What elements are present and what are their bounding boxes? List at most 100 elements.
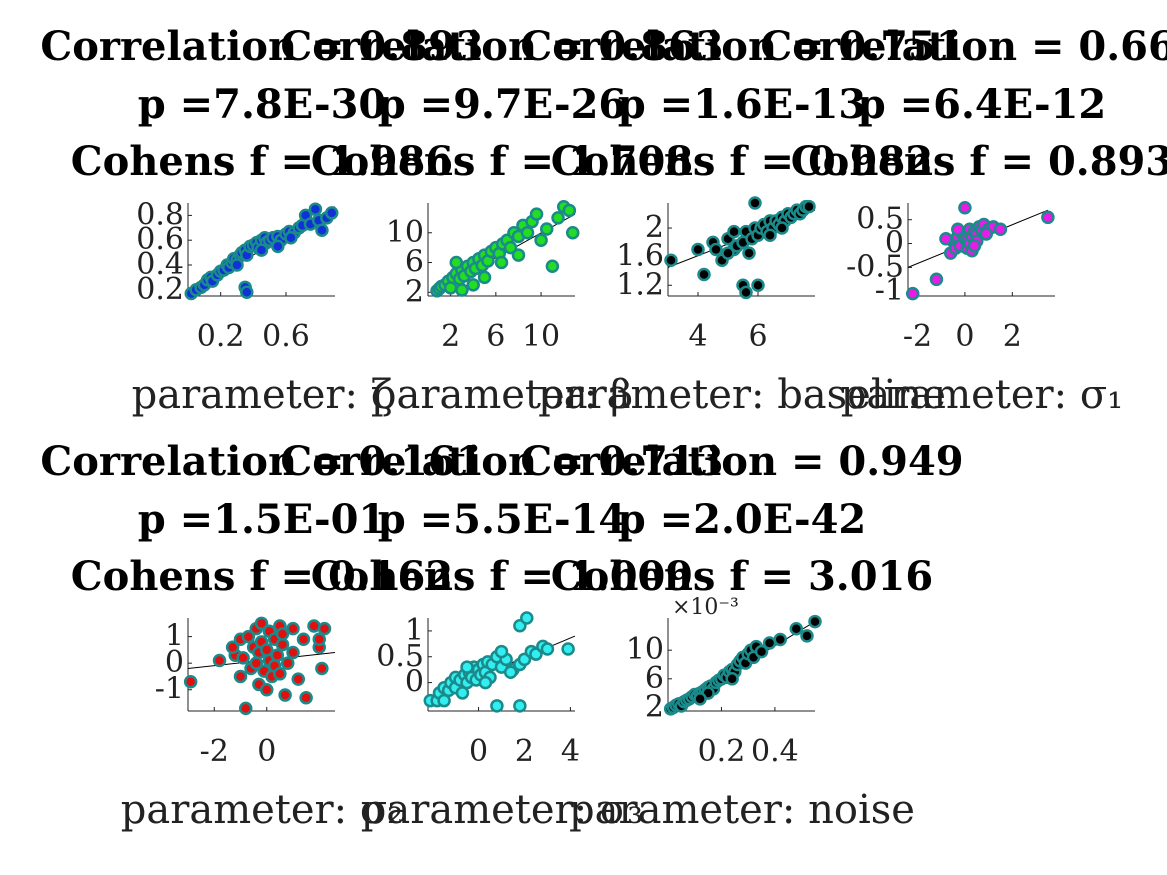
subplot-title-line: Correlation = 0.660 bbox=[760, 23, 1167, 70]
data-point bbox=[307, 619, 321, 633]
data-point bbox=[691, 242, 705, 257]
data-point bbox=[449, 255, 464, 270]
x-tick-label: 2 bbox=[515, 734, 534, 769]
subplot-3: 4 6 1.21.62 Correlation = 0.751 p =1.6E-13 Co… bbox=[520, 23, 963, 418]
data-point bbox=[929, 272, 944, 287]
y-tick-label: 6 bbox=[405, 245, 424, 280]
data-point bbox=[315, 661, 329, 676]
y-tick-label: 10 bbox=[626, 632, 664, 667]
data-point bbox=[545, 259, 560, 273]
y-tick-label: 10 bbox=[386, 215, 424, 250]
data-point bbox=[562, 203, 577, 218]
data-point bbox=[808, 614, 822, 629]
data-point bbox=[951, 222, 965, 236]
data-point bbox=[802, 199, 816, 214]
y-tick-label: 0 bbox=[885, 226, 904, 261]
y-tick-label: 1.2 bbox=[616, 267, 664, 302]
data-point bbox=[225, 640, 240, 654]
data-point bbox=[230, 258, 244, 272]
data-point bbox=[520, 226, 535, 240]
data-point bbox=[748, 196, 762, 210]
y-tick-label: 0.5 bbox=[376, 639, 424, 674]
subplot-title-line: p =9.7E-26 bbox=[378, 81, 627, 128]
data-point bbox=[721, 246, 735, 260]
x-tick-label: 0.2 bbox=[197, 319, 245, 354]
data-point bbox=[312, 632, 326, 647]
x-tick-label: 0.6 bbox=[262, 319, 310, 354]
y-tick-label: 6 bbox=[645, 661, 664, 696]
data-point bbox=[494, 644, 509, 659]
data-point bbox=[993, 222, 1008, 236]
data-point bbox=[183, 675, 198, 689]
data-point bbox=[286, 645, 300, 660]
data-point bbox=[466, 278, 480, 292]
data-point bbox=[762, 636, 777, 650]
data-point bbox=[275, 637, 290, 652]
data-point bbox=[697, 267, 711, 282]
data-point bbox=[239, 701, 253, 716]
y-tick-label: 2 bbox=[645, 210, 664, 245]
x-tick-label: 6 bbox=[748, 319, 767, 354]
y-tick-label: -1 bbox=[875, 273, 904, 308]
data-point bbox=[254, 616, 269, 631]
data-point bbox=[494, 255, 509, 270]
data-point bbox=[693, 692, 707, 706]
data-point bbox=[308, 202, 323, 216]
data-point bbox=[278, 688, 292, 702]
data-point bbox=[800, 629, 814, 643]
data-point bbox=[751, 278, 765, 293]
y-tick-label: -0.5 bbox=[846, 249, 904, 284]
subplot-title-line: Cohens f = 3.016 bbox=[551, 553, 933, 600]
data-point bbox=[540, 642, 555, 656]
y-tick-label: -1 bbox=[155, 672, 184, 707]
data-point bbox=[727, 224, 741, 239]
data-point bbox=[773, 632, 788, 647]
data-point bbox=[478, 675, 493, 690]
data-point bbox=[254, 243, 269, 257]
data-point bbox=[709, 242, 723, 257]
data-point bbox=[291, 672, 305, 686]
data-point bbox=[905, 286, 920, 301]
x-tick-label: 0 bbox=[257, 734, 276, 769]
x-axis-label: parameter: σ₁ bbox=[841, 372, 1123, 418]
data-point bbox=[503, 665, 518, 679]
y-tick-label: 1 bbox=[165, 619, 184, 654]
x-axis-label: parameter: σ₃ bbox=[361, 787, 643, 833]
y-tick-label: 2 bbox=[645, 689, 664, 724]
y-tick-label: 2 bbox=[405, 274, 424, 309]
data-point bbox=[742, 246, 756, 260]
x-tick-label: 0.2 bbox=[698, 734, 746, 769]
data-point bbox=[286, 621, 300, 636]
subplot-title-line: Cohens f = 1.708 bbox=[311, 138, 693, 185]
y-tick-label: 0.4 bbox=[136, 247, 184, 282]
data-point bbox=[1041, 210, 1055, 225]
data-point bbox=[511, 248, 526, 262]
data-point bbox=[529, 207, 544, 221]
x-tick-label: 10 bbox=[522, 319, 560, 354]
data-point bbox=[551, 211, 565, 225]
data-point bbox=[236, 651, 250, 665]
x-axis-label: parameter: β bbox=[371, 372, 633, 418]
data-point bbox=[565, 226, 580, 240]
subplot-title-line: Correlation = 0.751 bbox=[520, 23, 963, 70]
data-point bbox=[233, 669, 248, 684]
x-tick-label: 4 bbox=[688, 319, 707, 354]
subplot-title-line: Cohens f = 1.009 bbox=[311, 553, 693, 600]
x-axis-label: parameter: ζ bbox=[132, 372, 393, 418]
y-tick-label: 0.5 bbox=[856, 202, 904, 237]
subplot-title-line: Correlation = 0.893 bbox=[40, 23, 483, 70]
x-tick-label: 6 bbox=[486, 319, 505, 354]
data-point bbox=[260, 643, 274, 657]
data-point bbox=[739, 285, 753, 300]
subplot-title-line: p =7.8E-30 bbox=[138, 81, 387, 128]
subplot-title-line: Correlation = 0.161 bbox=[40, 438, 483, 485]
data-point bbox=[241, 629, 256, 644]
data-point bbox=[443, 281, 458, 295]
y-tick-label: 0.8 bbox=[136, 197, 184, 232]
data-point bbox=[503, 240, 518, 255]
data-point bbox=[725, 672, 739, 686]
